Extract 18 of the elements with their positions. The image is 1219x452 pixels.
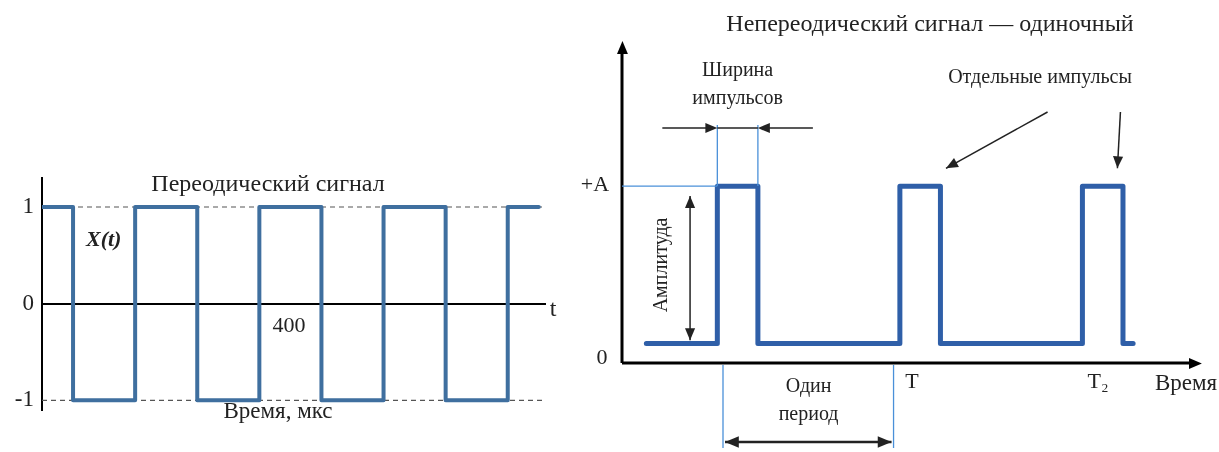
text: Один период xyxy=(778,374,839,426)
series-label: X(t) xyxy=(85,225,122,251)
chart-title: Непереодический сигнал — одиночный xyxy=(726,10,1134,37)
y-tick-label: 1 xyxy=(22,193,34,219)
text: 0 xyxy=(596,343,608,369)
chart-title: Переодический сигнал xyxy=(151,170,385,197)
text: Отдельные импульсы xyxy=(948,65,1132,89)
x-axis-title: Время, мкс xyxy=(223,398,333,424)
text: +A xyxy=(580,170,610,196)
text: t xyxy=(549,295,557,322)
y-tick-label: 0 xyxy=(22,289,34,315)
text: T₂ xyxy=(1087,367,1109,393)
text: Ширина импульсов xyxy=(692,57,783,109)
annotation: Амплитуда xyxy=(649,217,673,313)
annotation: 400 xyxy=(272,311,306,337)
y-tick-label: -1 xyxy=(14,386,34,412)
text: T xyxy=(905,367,920,393)
x-axis-title: Время xyxy=(1154,370,1218,396)
